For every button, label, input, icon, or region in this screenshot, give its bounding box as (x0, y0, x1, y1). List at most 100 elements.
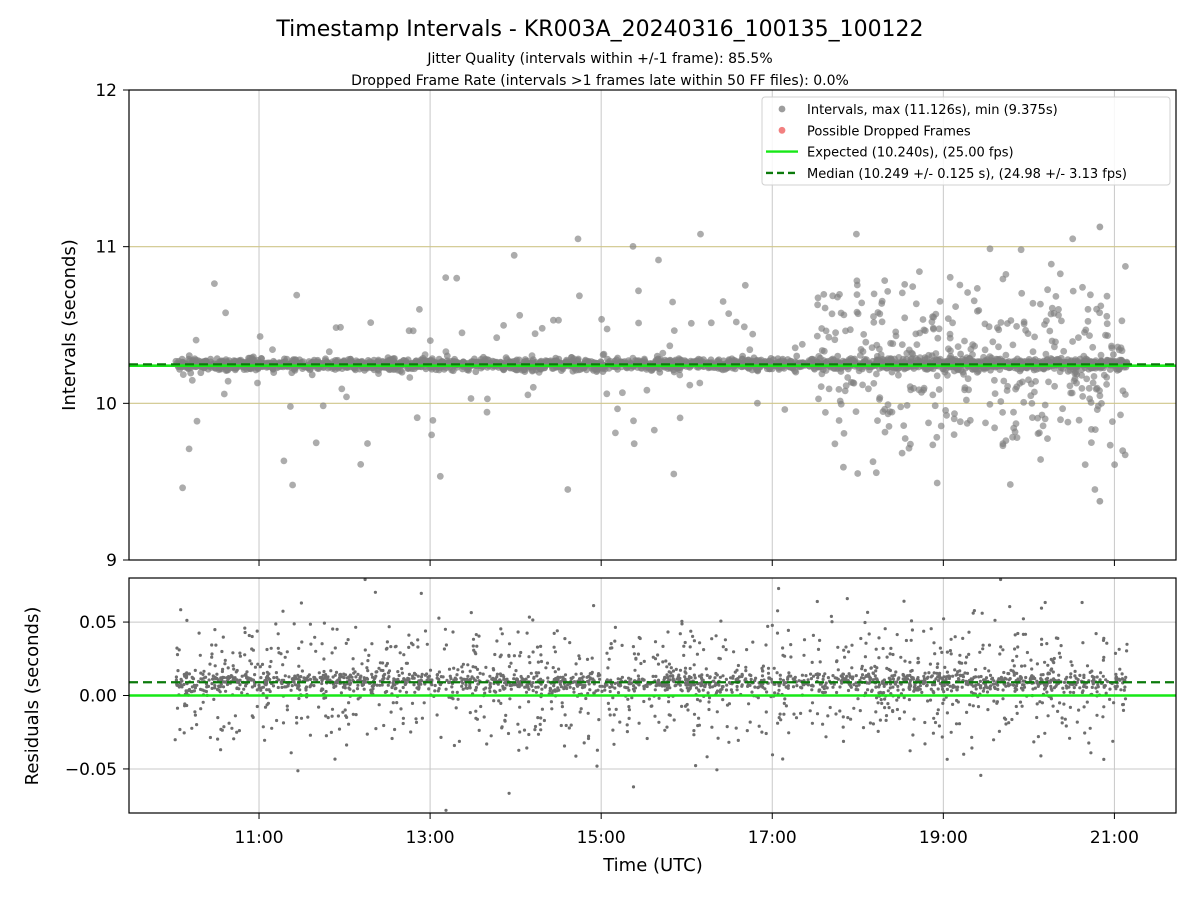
residual-point (285, 708, 289, 712)
residual-point (912, 689, 916, 693)
interval-point (931, 402, 939, 410)
residual-point (1030, 667, 1034, 671)
residual-point (1063, 717, 1067, 721)
residual-point (499, 627, 503, 631)
residual-point (512, 673, 516, 677)
residual-point (603, 685, 607, 689)
residual-point (1108, 697, 1112, 702)
residual-point (974, 668, 978, 672)
interval-point (187, 369, 195, 377)
interval-point (725, 310, 733, 317)
interval-point (1020, 318, 1028, 326)
interval-point (852, 408, 860, 415)
residual-point (537, 671, 541, 675)
residual-point (683, 640, 687, 645)
residual-point (1102, 636, 1106, 641)
residual-point (393, 645, 397, 649)
residual-point (666, 676, 670, 680)
interval-point (791, 367, 799, 375)
residual-point (244, 674, 248, 678)
residual-point (568, 641, 572, 645)
interval-point (900, 422, 908, 429)
residual-point (197, 631, 201, 635)
residual-point (1013, 633, 1017, 637)
residual-point (850, 643, 854, 647)
legend: Intervals, max (11.126s), min (9.375s)Po… (761, 96, 1171, 186)
residual-point (269, 646, 273, 650)
residual-point (845, 597, 849, 601)
residual-point (770, 623, 774, 628)
residual-point (873, 674, 877, 678)
interval-point (925, 419, 932, 427)
residual-point (587, 734, 591, 738)
residual-point (859, 636, 863, 641)
residual-point (953, 668, 957, 672)
residual-point (308, 685, 312, 689)
residual-point (884, 718, 888, 723)
residual-point (642, 659, 646, 664)
interval-point (905, 346, 913, 354)
residual-point (693, 676, 697, 680)
intervals-y-tick-label-1: 10 (95, 394, 117, 414)
residual-point (580, 686, 585, 690)
residual-point (1075, 720, 1079, 724)
residual-point (1018, 700, 1023, 704)
residual-point (612, 713, 616, 717)
residual-point (579, 707, 583, 711)
residual-point (226, 666, 230, 670)
residual-point (393, 727, 397, 732)
residual-point (697, 716, 701, 720)
residual-point (338, 673, 342, 677)
residual-point (996, 687, 1000, 692)
residual-point (333, 673, 337, 677)
residual-point (876, 701, 880, 705)
residual-point (216, 716, 220, 720)
residual-point (729, 676, 733, 680)
interval-point (835, 417, 843, 424)
interval-point (841, 387, 849, 395)
interval-point (240, 366, 248, 373)
interval-point (822, 409, 829, 416)
interval-point (576, 292, 583, 300)
residual-point (191, 677, 196, 681)
residual-point (343, 683, 347, 687)
interval-point (1109, 418, 1116, 425)
residual-point (806, 678, 810, 682)
residual-point (495, 672, 499, 676)
interval-point (1051, 382, 1058, 390)
interval-point (869, 458, 877, 466)
intervals-reference-lines (129, 363, 1176, 368)
residual-point (596, 688, 600, 692)
residual-point (848, 675, 852, 679)
legend-marker-0 (778, 105, 786, 113)
residual-point (718, 675, 723, 679)
interval-point (1046, 327, 1054, 335)
interval-point (612, 429, 619, 437)
residual-point (735, 684, 739, 689)
interval-point (832, 329, 839, 337)
residual-point (786, 677, 790, 681)
residual-point (189, 690, 193, 694)
interval-point (1089, 343, 1097, 351)
residual-point (411, 676, 415, 680)
residual-point (1121, 703, 1125, 707)
interval-point (1079, 393, 1087, 400)
residual-point (223, 658, 227, 663)
residual-point (1069, 672, 1073, 676)
residual-point (902, 710, 907, 714)
residual-point (1035, 702, 1039, 706)
residual-point (276, 632, 280, 636)
interval-point (870, 319, 878, 326)
residual-point (332, 685, 336, 690)
interval-point (659, 349, 667, 357)
residual-point (274, 671, 278, 675)
residual-point (935, 665, 939, 670)
interval-point (485, 356, 492, 364)
residual-point (331, 675, 335, 679)
residual-point (988, 673, 993, 678)
interval-point (538, 324, 546, 332)
interval-point (524, 391, 532, 399)
interval-point (884, 355, 892, 362)
residual-point (625, 723, 629, 727)
interval-point (895, 354, 903, 361)
